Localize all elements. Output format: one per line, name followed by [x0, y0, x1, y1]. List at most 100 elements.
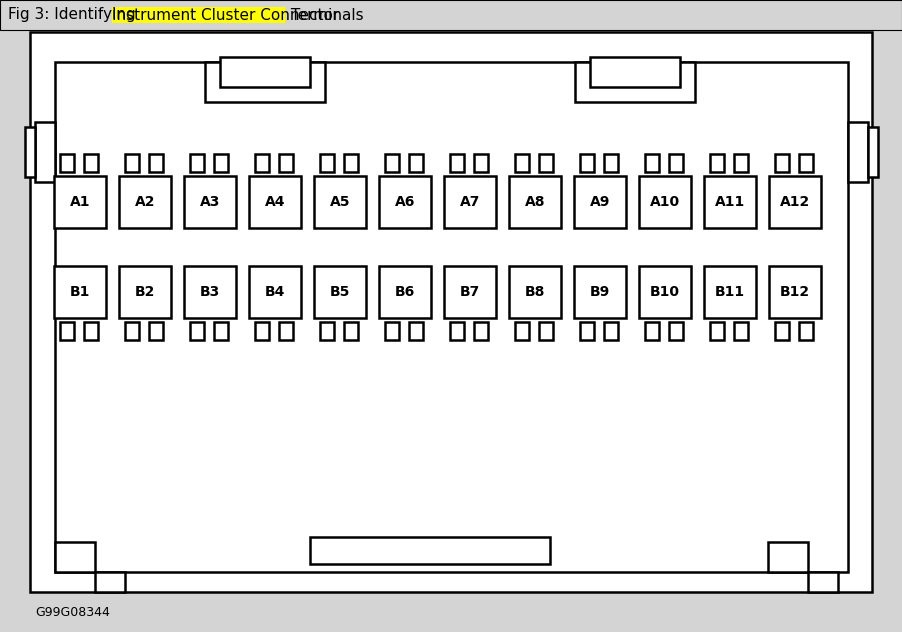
Text: B1: B1 — [69, 285, 90, 299]
Text: A4: A4 — [265, 195, 285, 209]
Bar — [320, 322, 334, 340]
Bar — [205, 62, 325, 102]
Bar — [704, 176, 756, 228]
Bar — [249, 176, 301, 228]
Bar — [280, 154, 293, 172]
Text: A10: A10 — [650, 195, 680, 209]
Bar — [590, 57, 680, 87]
Bar — [639, 266, 691, 318]
Bar — [314, 176, 366, 228]
Text: B6: B6 — [395, 285, 415, 299]
Bar — [769, 176, 821, 228]
Bar — [515, 154, 529, 172]
Bar — [444, 176, 496, 228]
Text: B4: B4 — [265, 285, 285, 299]
Text: A2: A2 — [134, 195, 155, 209]
Bar — [645, 154, 659, 172]
Text: A6: A6 — [395, 195, 415, 209]
Bar — [574, 176, 626, 228]
Bar — [450, 322, 464, 340]
Text: B5: B5 — [330, 285, 350, 299]
Text: B12: B12 — [780, 285, 810, 299]
Bar — [215, 154, 228, 172]
Text: A1: A1 — [69, 195, 90, 209]
Text: B8: B8 — [525, 285, 545, 299]
Bar — [868, 127, 878, 177]
Bar — [310, 537, 550, 564]
Bar — [669, 154, 684, 172]
Text: Terminals: Terminals — [286, 8, 364, 23]
Bar — [474, 322, 489, 340]
Bar — [25, 127, 35, 177]
Bar — [54, 266, 106, 318]
Bar — [249, 266, 301, 318]
Bar — [345, 322, 358, 340]
Bar — [0, 0, 902, 30]
Text: B11: B11 — [715, 285, 745, 299]
Bar — [150, 322, 163, 340]
Bar — [410, 322, 423, 340]
Bar — [734, 322, 749, 340]
Bar — [704, 266, 756, 318]
Bar — [190, 154, 204, 172]
Bar — [125, 322, 139, 340]
Text: A8: A8 — [525, 195, 545, 209]
Text: Fig 3: Identifying: Fig 3: Identifying — [8, 8, 141, 23]
Bar — [575, 62, 695, 102]
Bar — [35, 122, 55, 182]
Bar — [314, 266, 366, 318]
Bar — [710, 154, 724, 172]
Bar — [119, 266, 171, 318]
Bar — [474, 154, 489, 172]
Bar — [444, 266, 496, 318]
Text: B7: B7 — [460, 285, 480, 299]
Bar — [710, 322, 724, 340]
Bar — [450, 154, 464, 172]
Text: B3: B3 — [200, 285, 220, 299]
Text: A11: A11 — [715, 195, 745, 209]
Bar — [385, 154, 399, 172]
Bar — [85, 322, 98, 340]
Bar — [85, 154, 98, 172]
Text: A3: A3 — [200, 195, 220, 209]
Text: Instrument Cluster Connector: Instrument Cluster Connector — [113, 8, 340, 23]
Bar — [255, 154, 269, 172]
Bar — [379, 176, 431, 228]
Bar — [119, 176, 171, 228]
Bar — [55, 62, 848, 572]
Bar — [848, 122, 868, 182]
Bar — [345, 154, 358, 172]
Bar — [379, 266, 431, 318]
Text: A12: A12 — [780, 195, 810, 209]
Bar — [574, 266, 626, 318]
Bar — [580, 154, 594, 172]
Bar — [255, 322, 269, 340]
Bar — [539, 154, 554, 172]
Bar — [30, 32, 872, 592]
Bar — [515, 322, 529, 340]
Bar — [320, 154, 334, 172]
Bar — [215, 322, 228, 340]
Bar — [734, 154, 749, 172]
Bar — [639, 176, 691, 228]
Bar — [55, 542, 95, 572]
Bar — [150, 154, 163, 172]
Bar — [604, 322, 619, 340]
Bar — [775, 154, 789, 172]
Bar — [112, 7, 285, 23]
Bar — [95, 572, 125, 592]
Bar — [769, 266, 821, 318]
Bar — [125, 154, 139, 172]
Bar — [509, 266, 561, 318]
Text: B10: B10 — [650, 285, 680, 299]
Bar — [808, 572, 838, 592]
Bar — [539, 322, 554, 340]
Bar — [410, 154, 423, 172]
Bar — [60, 322, 74, 340]
Text: A5: A5 — [330, 195, 350, 209]
Bar — [768, 542, 808, 572]
Bar — [60, 154, 74, 172]
Text: B9: B9 — [590, 285, 610, 299]
Text: G99G08344: G99G08344 — [35, 605, 110, 619]
Bar — [775, 322, 789, 340]
